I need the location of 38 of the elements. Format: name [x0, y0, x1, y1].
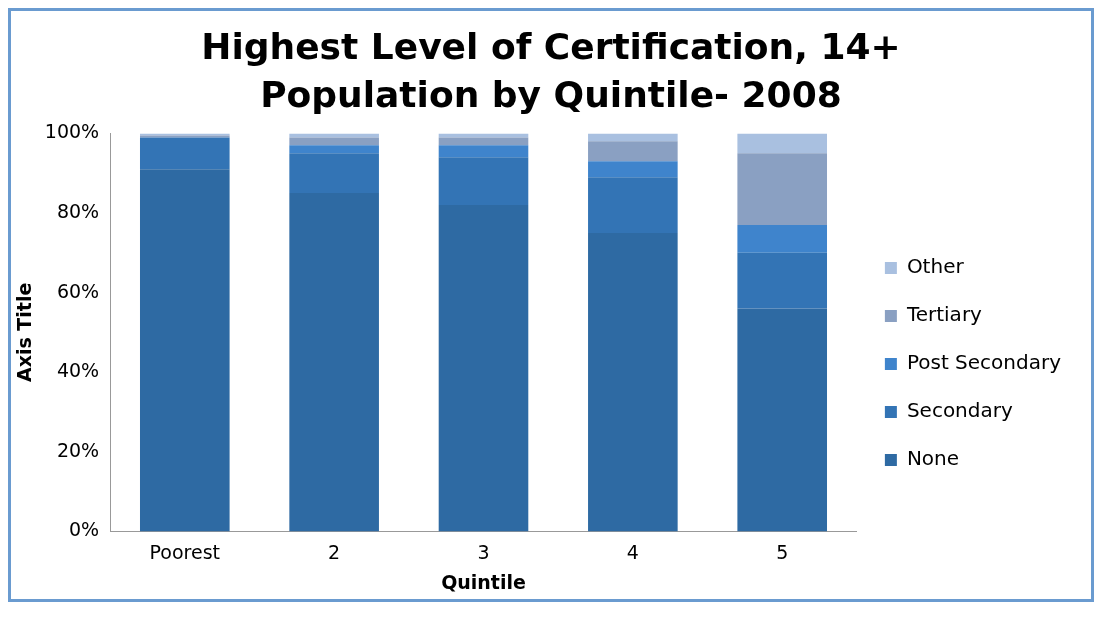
bar: [289, 145, 379, 154]
x-tick-label: 4: [626, 540, 639, 563]
legend-label: Other: [906, 254, 965, 279]
y-tick-label: 20%: [56, 438, 100, 461]
bar: [737, 153, 828, 225]
y-tick-label: 80%: [56, 199, 100, 222]
bar: [139, 169, 230, 532]
bar: [737, 133, 828, 154]
y-tick-label: 60%: [56, 279, 100, 302]
x-tick-label: 3: [477, 540, 490, 563]
bar: [289, 193, 379, 532]
x-tick-label: 5: [776, 540, 789, 563]
legend-label: Tertiary: [905, 302, 983, 327]
x-axis-title: Quintile: [441, 570, 526, 593]
legend-label: Secondary: [906, 398, 1013, 423]
bar: [588, 232, 678, 532]
bar: [588, 177, 678, 233]
bar: [737, 308, 828, 532]
bar: [139, 137, 230, 170]
bar: [438, 137, 529, 146]
bar: [438, 157, 529, 206]
bar: [588, 141, 678, 162]
y-axis-title: Axis Title: [13, 282, 36, 383]
bar: [438, 145, 529, 158]
y-tick-label: 0%: [68, 518, 100, 541]
bar: [289, 137, 379, 146]
y-tick-label: 100%: [44, 120, 100, 143]
legend-label: Post Secondary: [906, 350, 1062, 375]
bar: [438, 205, 529, 532]
x-tick-label: 2: [328, 540, 341, 563]
y-tick-label: 40%: [56, 359, 100, 382]
bar: [289, 153, 379, 194]
legend-label: None: [906, 446, 960, 471]
bar: [588, 161, 678, 178]
bar: [737, 224, 828, 253]
x-tick-label: Poorest: [149, 540, 221, 563]
chart-title: Highest Level of Certification, 14+ Population by Quintile- 2008: [200, 25, 902, 117]
bar: [737, 252, 828, 309]
